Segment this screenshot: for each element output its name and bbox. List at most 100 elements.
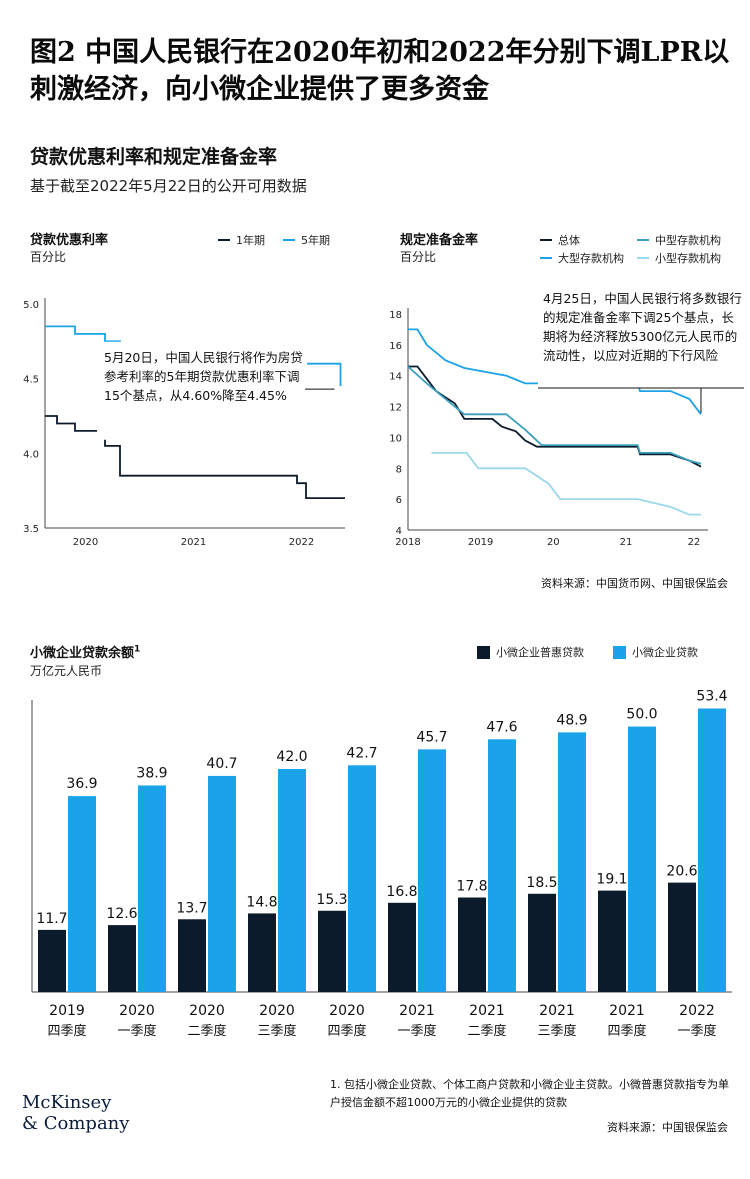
legend-swatch (540, 239, 552, 241)
x-tick-year: 2019 (49, 1003, 85, 1019)
bar-total-loan (68, 796, 96, 992)
bar-total-loan (698, 708, 726, 992)
series-line-大型存款机构 (408, 328, 702, 415)
y-tick-label: 16 (389, 341, 402, 352)
data-label: 12.6 (106, 906, 137, 922)
x-tick-label: 22 (688, 537, 701, 548)
bar-inclusive-loan (598, 890, 626, 992)
x-tick-quarter: 一季度 (677, 1023, 716, 1039)
data-label: 42.7 (346, 745, 377, 761)
lpr-chart-title: 贷款优惠利率 (30, 233, 109, 248)
footnote: 1. 包括小微企业贷款、个体工商户贷款和小微企业主贷款。小微普惠贷款指专为单户授… (330, 1078, 729, 1109)
series-line-5年期 (45, 325, 342, 387)
bar-inclusive-loan (388, 902, 416, 992)
series-line-中型存款机构 (407, 365, 702, 465)
data-label: 50.0 (626, 707, 657, 723)
legend-label: 1年期 (236, 234, 265, 247)
series-line-总体 (408, 365, 702, 468)
x-tick-quarter: 四季度 (47, 1023, 86, 1039)
data-label: 11.7 (36, 911, 67, 927)
rrr-chart-unit: 百分比 (400, 250, 437, 264)
data-label: 20.6 (666, 864, 697, 880)
legend-swatch (540, 257, 552, 259)
bar-inclusive-loan (38, 929, 66, 992)
y-tick-label: 14 (389, 372, 402, 383)
data-label: 15.3 (316, 892, 347, 908)
bar-total-loan (348, 765, 376, 992)
y-tick-label: 12 (389, 403, 402, 414)
x-tick-year: 2021 (609, 1003, 645, 1019)
annotation-box (538, 288, 744, 388)
x-tick-quarter: 一季度 (117, 1023, 156, 1039)
x-tick-label: 20 (547, 537, 560, 548)
annotation-box (97, 341, 307, 440)
rrr-legend-large: 大型存款机构 (540, 250, 624, 266)
x-tick-quarter: 二季度 (187, 1023, 226, 1039)
bar-total-loan (558, 732, 586, 992)
x-tick-year: 2021 (399, 1003, 435, 1019)
bar-inclusive-loan (108, 925, 136, 992)
y-tick-label: 4.5 (23, 375, 39, 386)
bar-inclusive-loan (528, 893, 556, 992)
x-tick-quarter: 二季度 (467, 1023, 506, 1039)
figure-title: 图2 中国人民银行在2020年初和2022年分别下调LPR以刺激经济，向小微企业… (30, 37, 730, 105)
data-label: 45.7 (416, 729, 447, 745)
data-note: 基于截至2022年5月22日的公开可用数据 (30, 177, 307, 195)
lpr-legend-1y: 1年期 (218, 232, 265, 248)
logo-line-1: McKinsey (22, 1092, 112, 1113)
legend-swatch (283, 239, 295, 241)
rrr-chart-title: 规定准备金率 (400, 233, 479, 248)
legend-label: 小型存款机构 (655, 252, 721, 265)
bar-inclusive-loan (668, 882, 696, 992)
rrr-legend-total: 总体 (540, 232, 580, 248)
x-tick-label: 2018 (395, 537, 420, 548)
y-tick-label: 3.5 (23, 524, 39, 535)
x-tick-year: 2020 (259, 1003, 295, 1019)
bar-legend-total: 小微企业贷款 (613, 644, 698, 660)
bar-total-loan (488, 739, 516, 992)
bar-chart-unit: 万亿元人民币 (30, 664, 103, 678)
mckinsey-logo: McKinsey & Company (22, 1092, 129, 1134)
footnote-ref: 1 (134, 644, 141, 655)
rrr-legend-medium: 中型存款机构 (637, 232, 721, 248)
bar-total-loan (628, 726, 656, 992)
y-tick-label: 4.0 (23, 449, 39, 460)
x-tick-quarter: 三季度 (257, 1023, 296, 1039)
data-label: 19.1 (596, 872, 627, 888)
bar-chart: 11.7 36.9 2019 四季度 12.6 38.9 2020 一季度 13.7 40.7 20… (31, 688, 732, 1039)
data-label: 40.7 (206, 756, 237, 772)
y-tick-label: 5.0 (23, 300, 39, 311)
data-label: 53.4 (696, 688, 727, 704)
data-label: 14.8 (246, 894, 277, 910)
legend-label: 5年期 (301, 234, 330, 247)
lpr-chart-unit: 百分比 (30, 250, 67, 264)
legend-swatch (637, 257, 649, 259)
bar-legend-inclusive: 小微企业普惠贷款 (477, 644, 584, 660)
x-tick-label: 2022 (289, 537, 314, 548)
data-label: 38.9 (136, 765, 167, 781)
x-tick-year: 2020 (119, 1003, 155, 1019)
x-tick-quarter: 四季度 (607, 1023, 646, 1039)
legend-swatch (477, 645, 490, 659)
section-subtitle: 贷款优惠利率和规定准备金率 (30, 146, 278, 168)
data-label: 42.0 (276, 749, 307, 765)
x-tick-quarter: 一季度 (397, 1023, 436, 1039)
legend-label: 小微企业普惠贷款 (496, 646, 584, 659)
rrr-annotation: 4月25日，中国人民银行将多数银行的规定准备金率下调25个基点，长期将为经济释放… (543, 291, 742, 363)
bar-inclusive-loan (248, 913, 276, 992)
data-label: 13.7 (176, 900, 207, 916)
bar-total-loan (278, 769, 306, 992)
data-label: 48.9 (556, 712, 587, 728)
y-tick-label: 8 (396, 464, 402, 475)
legend-swatch (637, 239, 649, 241)
data-label: 47.6 (486, 719, 517, 735)
bar-total-loan (208, 775, 236, 992)
legend-swatch (613, 645, 626, 659)
x-tick-year: 2021 (469, 1003, 505, 1019)
lpr-chart: 5.0 4.5 4.0 3.5 2020 2021 2022 5月20日，中国人民银行将作为房… (23, 298, 345, 548)
x-tick-label: 2020 (73, 537, 98, 548)
bar-chart-title: 小微企业贷款余额1 (30, 642, 140, 661)
y-tick-label: 10 (389, 433, 402, 444)
y-tick-label: 6 (396, 495, 402, 506)
